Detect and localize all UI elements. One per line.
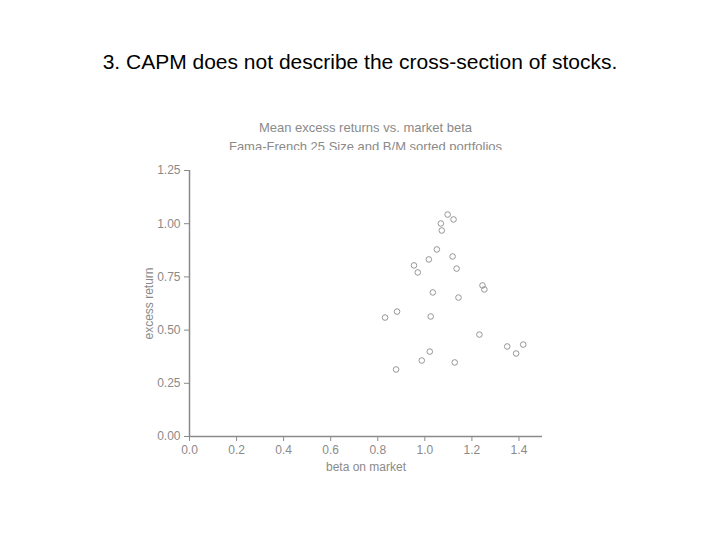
svg-text:0.50: 0.50 [157,323,181,337]
svg-text:1.4: 1.4 [511,443,528,457]
html-text:Mean excess returns vs. market: Mean excess returns vs. market beta [258,120,473,135]
svg-text:0.0: 0.0 [181,443,198,457]
svg-text:beta on market: beta on market [326,460,407,474]
svg-text:1.2: 1.2 [464,443,481,457]
svg-text:1.00: 1.00 [157,217,181,231]
svg-text:0.2: 0.2 [228,443,245,457]
svg-text:1.0: 1.0 [416,443,433,457]
svg-text:excess return: excess return [142,267,156,339]
svg-text:0.75: 0.75 [157,270,181,284]
svg-text:0.4: 0.4 [275,443,292,457]
svg-text:0.6: 0.6 [322,443,339,457]
svg-text:0.8: 0.8 [369,443,386,457]
html-text:3. CAPM does not describe the: 3. CAPM does not describe the cross-sect… [102,50,618,73]
html-text:Fama-French 25 Size and B/M so: Fama-French 25 Size and B/M sorted portf… [228,139,503,154]
svg-text:0.25: 0.25 [157,376,181,390]
svg-text:0.00: 0.00 [157,429,181,443]
svg-text:1.25: 1.25 [157,163,181,177]
